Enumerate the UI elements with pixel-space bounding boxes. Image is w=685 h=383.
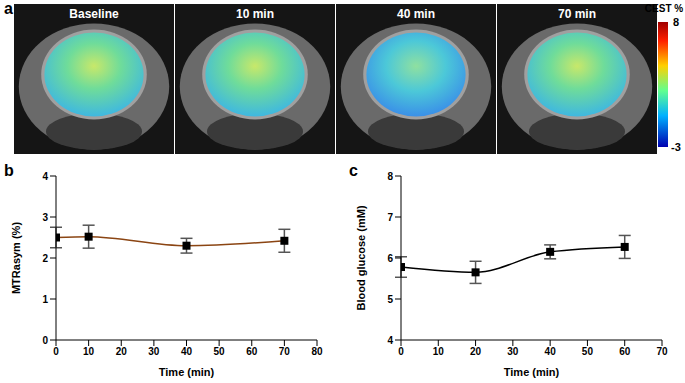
svg-text:10: 10 [433, 346, 445, 357]
svg-text:40 min: 40 min [397, 7, 435, 21]
svg-text:a: a [4, 0, 13, 17]
svg-text:60: 60 [246, 346, 258, 357]
svg-text:-3: -3 [671, 141, 681, 153]
svg-text:4: 4 [42, 171, 48, 182]
svg-text:3: 3 [42, 212, 48, 223]
svg-text:2: 2 [42, 253, 48, 264]
svg-text:40: 40 [545, 346, 557, 357]
html-text:c: c [349, 162, 358, 179]
svg-text:10 min: 10 min [236, 7, 274, 21]
svg-text:1: 1 [42, 294, 48, 305]
svg-text:0: 0 [42, 335, 48, 346]
svg-text:4: 4 [387, 335, 393, 346]
svg-text:40: 40 [181, 346, 193, 357]
svg-text:70: 70 [279, 346, 291, 357]
svg-text:Time (min): Time (min) [504, 366, 560, 378]
svg-text:CEST %: CEST % [645, 3, 683, 14]
svg-text:10: 10 [83, 346, 95, 357]
svg-text:20: 20 [116, 346, 128, 357]
html-text:b: b [4, 162, 14, 179]
svg-text:70 min: 70 min [558, 7, 596, 21]
svg-text:Time (min): Time (min) [159, 366, 215, 378]
svg-text:50: 50 [582, 346, 594, 357]
svg-text:60: 60 [619, 346, 631, 357]
svg-text:50: 50 [214, 346, 226, 357]
svg-text:0: 0 [53, 346, 59, 357]
svg-text:Baseline: Baseline [69, 7, 119, 21]
svg-text:7: 7 [387, 212, 393, 223]
svg-text:30: 30 [507, 346, 519, 357]
svg-text:8: 8 [673, 16, 679, 28]
svg-text:70: 70 [656, 346, 668, 357]
svg-text:Blood glucose (mM): Blood glucose (mM) [355, 205, 367, 310]
svg-text:30: 30 [148, 346, 160, 357]
svg-text:5: 5 [387, 294, 393, 305]
svg-text:80: 80 [311, 346, 323, 357]
svg-text:0: 0 [398, 346, 404, 357]
svg-text:MTRasym (%): MTRasym (%) [10, 222, 22, 294]
svg-text:8: 8 [387, 171, 393, 182]
svg-text:6: 6 [387, 253, 393, 264]
svg-text:20: 20 [470, 346, 482, 357]
